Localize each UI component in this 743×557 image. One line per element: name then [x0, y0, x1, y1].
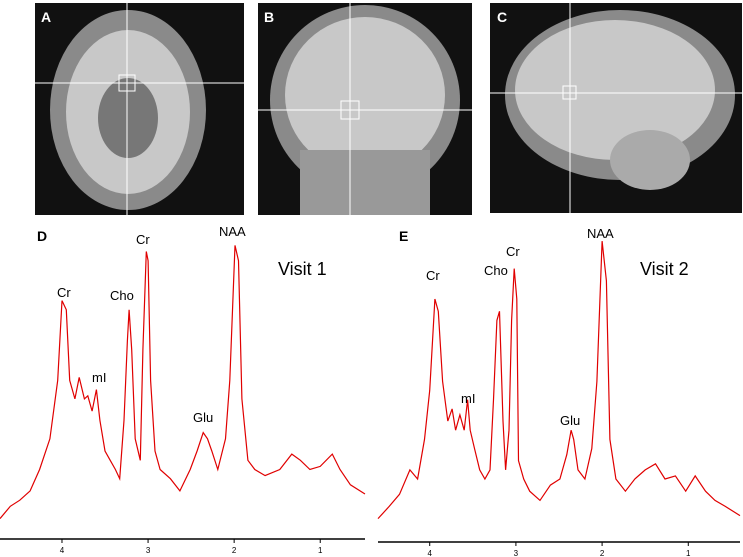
panel-label: C [497, 9, 507, 25]
spectrum-line [377, 241, 741, 520]
peak-label: Cr [506, 244, 520, 259]
peak-label: Cho [484, 263, 508, 278]
panel-label: E [399, 228, 408, 244]
spectrum-line [0, 245, 366, 519]
visit-label: Visit 2 [640, 259, 689, 279]
peak-label: mI [461, 391, 475, 406]
x-tick-label: 1 [318, 546, 323, 555]
peak-label: Glu [560, 413, 580, 428]
peak-label: NAA [219, 224, 246, 239]
voxel-box [562, 85, 577, 100]
peak-label: Cr [426, 268, 440, 283]
brain-shape [285, 17, 445, 173]
peak-label: Cr [57, 285, 71, 300]
x-tick-label: 1 [686, 549, 691, 557]
peak-label: Cr [136, 232, 150, 247]
visit-label: Visit 1 [278, 259, 327, 279]
peak-label: NAA [587, 226, 614, 241]
x-tick-label: 3 [514, 549, 519, 557]
x-tick-label: 3 [146, 546, 151, 555]
peak-label: Cho [110, 288, 134, 303]
brain-shape [300, 150, 430, 215]
peak-label: Glu [193, 410, 213, 425]
brain-shape [610, 130, 690, 190]
panel-label: A [41, 9, 51, 25]
x-tick-label: 4 [427, 549, 432, 557]
x-tick-label: 2 [600, 549, 605, 557]
brain-shape [515, 20, 715, 160]
mri-panels: A B C [35, 3, 742, 215]
x-tick-label: 4 [60, 546, 65, 555]
panel-label: D [37, 228, 47, 244]
voxel-box [118, 74, 136, 92]
x-tick-label: 2 [232, 546, 237, 555]
panel-label: B [264, 9, 274, 25]
brain-shape [98, 78, 158, 158]
voxel-box [340, 100, 360, 120]
peak-label: mI [92, 370, 106, 385]
